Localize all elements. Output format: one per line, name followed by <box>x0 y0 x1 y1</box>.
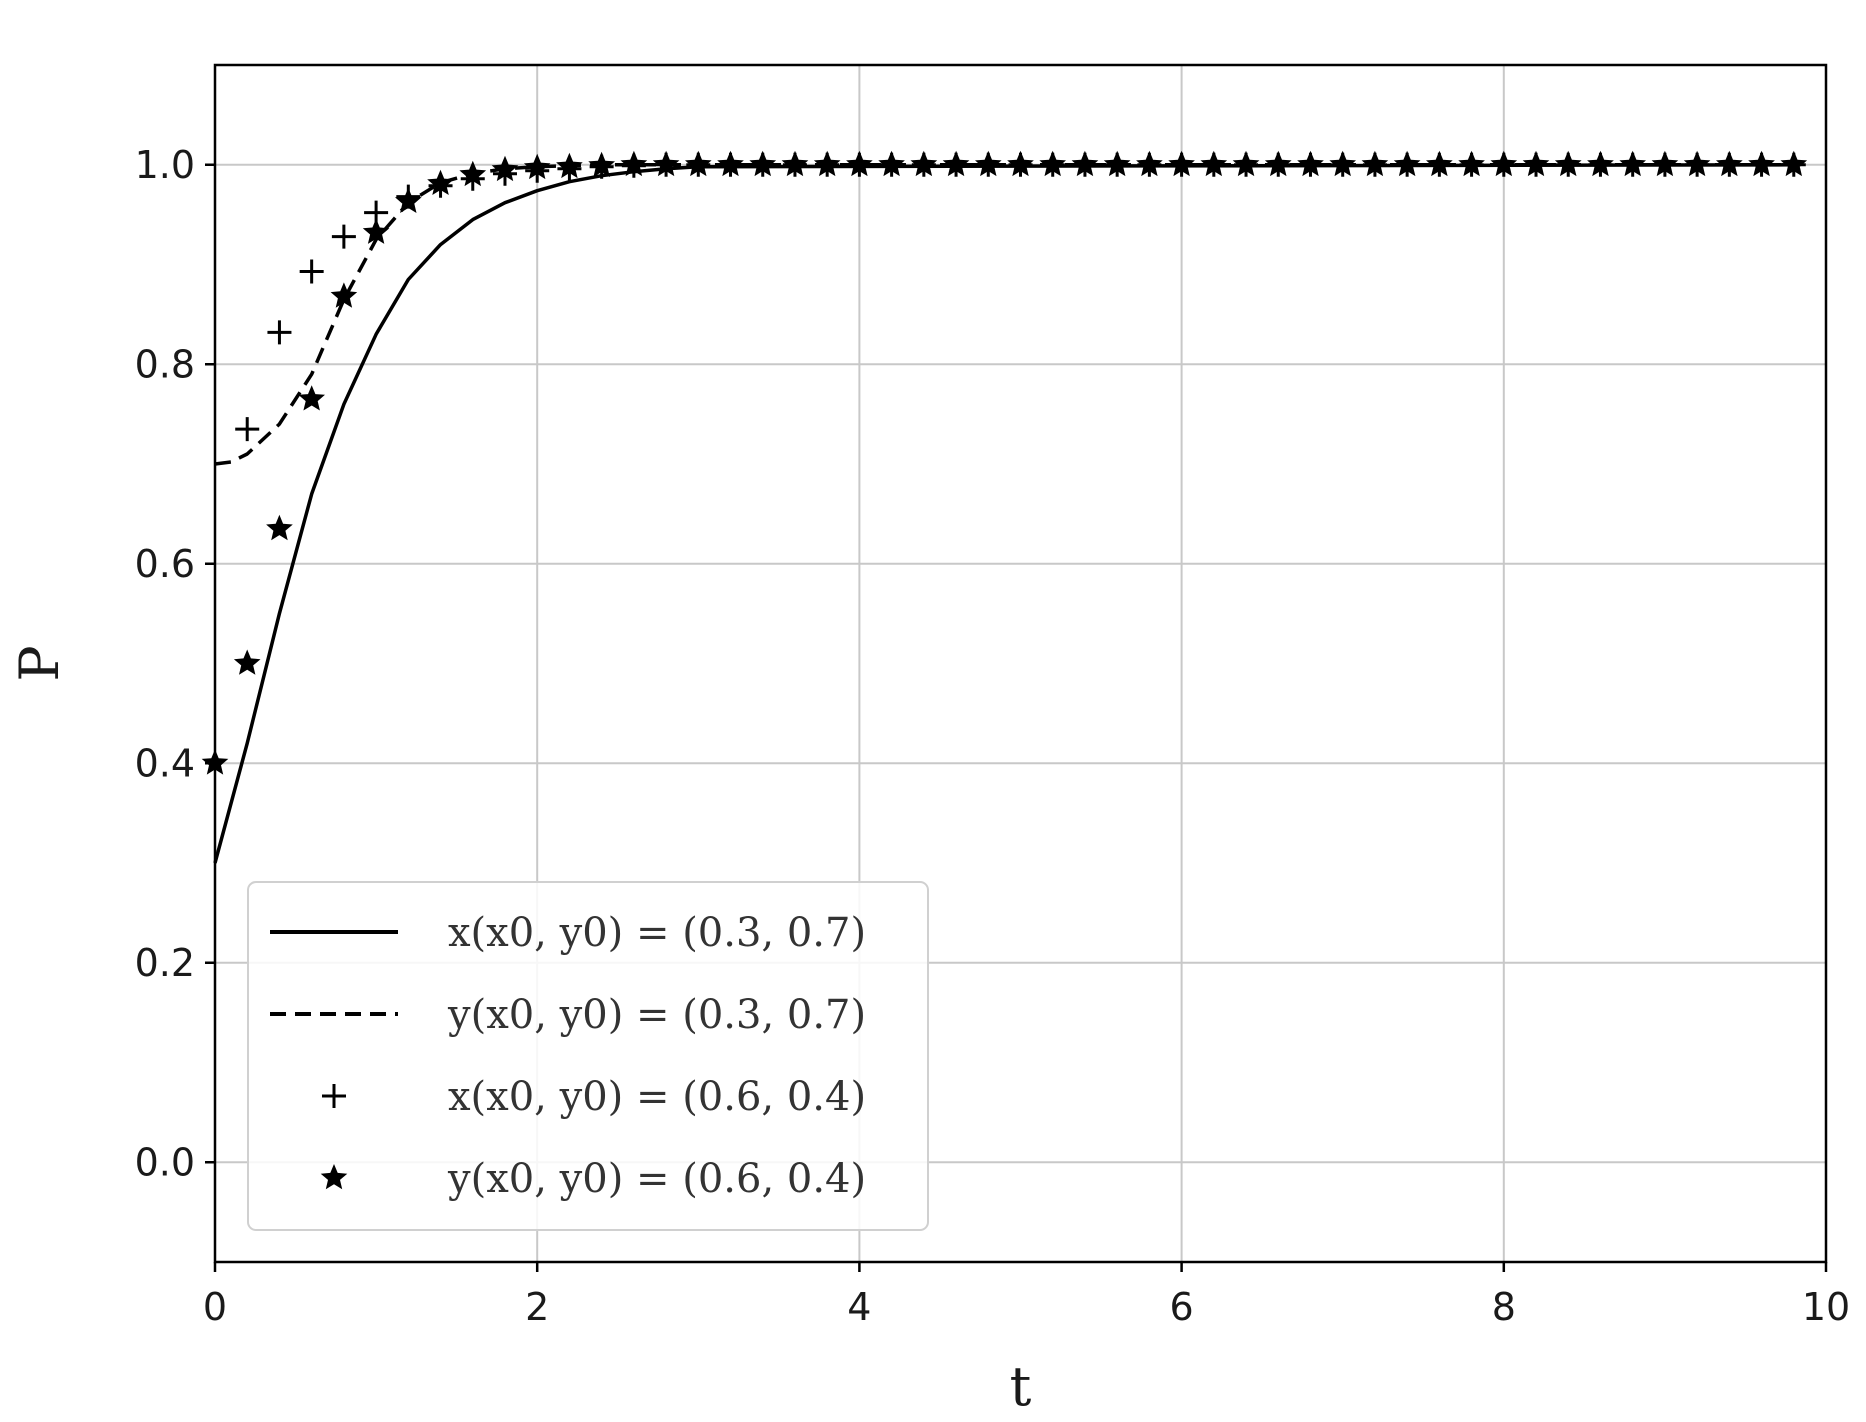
star-marker <box>1683 150 1711 177</box>
star-marker <box>1264 150 1292 177</box>
star-marker <box>266 514 293 541</box>
star-marker <box>1587 150 1614 177</box>
star-marker <box>298 385 325 411</box>
star-marker <box>1522 150 1550 177</box>
y-tick-label: 0.6 <box>135 542 195 586</box>
star-marker <box>846 150 873 177</box>
star-marker <box>652 150 680 177</box>
star-marker <box>1748 150 1775 177</box>
x-axis-label: t <box>1010 1355 1032 1418</box>
star-marker <box>717 150 744 177</box>
series-solid <box>213 163 1794 864</box>
y-tick-label: 1.0 <box>135 143 195 187</box>
star-marker <box>1716 150 1743 177</box>
star-marker <box>1329 150 1356 177</box>
x-tick-label: 4 <box>847 1285 871 1329</box>
star-marker <box>1361 150 1389 177</box>
star-marker <box>459 160 487 187</box>
legend-box <box>247 881 929 1231</box>
star-marker <box>620 150 648 177</box>
star-marker <box>878 150 905 177</box>
x-tick-label: 10 <box>1802 1285 1850 1329</box>
star-marker <box>588 151 615 178</box>
y-tick-label: 0.4 <box>135 741 195 785</box>
star-marker <box>1458 150 1485 177</box>
star-marker <box>1393 150 1421 177</box>
star-marker <box>1780 150 1808 177</box>
legend-label: x(x0, y0) = (0.6, 0.4) <box>448 1074 866 1120</box>
y-tick-label: 0.2 <box>135 941 195 985</box>
star-marker <box>523 153 551 180</box>
star-marker <box>1232 150 1260 177</box>
star-marker <box>427 169 454 195</box>
series-line <box>213 163 1794 864</box>
series-layer <box>201 150 1808 864</box>
x-tick-label: 2 <box>525 1285 549 1329</box>
star-marker <box>1651 150 1679 177</box>
plus-marker <box>299 259 324 284</box>
star-marker <box>1200 150 1228 177</box>
star-marker <box>362 218 390 244</box>
star-marker <box>813 150 841 177</box>
legend-label: y(x0, y0) = (0.6, 0.4) <box>447 1156 866 1202</box>
star-marker <box>975 150 1002 177</box>
plus-marker <box>331 224 356 249</box>
star-marker <box>781 150 809 177</box>
star-marker <box>1007 150 1034 177</box>
star-marker <box>1103 150 1131 177</box>
star-marker <box>1554 150 1582 177</box>
plus-marker <box>267 320 292 345</box>
star-marker <box>1490 150 1518 177</box>
x-tick-label: 0 <box>203 1285 227 1329</box>
star-marker <box>749 150 777 177</box>
star-marker <box>1071 150 1099 177</box>
star-marker <box>1426 150 1453 177</box>
star-marker <box>1039 150 1066 177</box>
legend-label: y(x0, y0) = (0.3, 0.7) <box>447 992 866 1038</box>
star-marker <box>491 155 519 182</box>
plot-frame <box>213 63 1828 1264</box>
legend: x(x0, y0) = (0.3, 0.7) y(x0, y0) = (0.3, … <box>247 881 929 1231</box>
star-marker <box>233 649 261 675</box>
plus-marker <box>235 417 260 442</box>
y-axis-label: P <box>8 645 71 681</box>
y-tick-label: 0.0 <box>135 1140 195 1184</box>
star-marker <box>1297 150 1324 177</box>
star-marker <box>1619 150 1646 177</box>
y-tick-label: 0.8 <box>135 342 195 386</box>
legend-handle-plus <box>322 1084 346 1108</box>
star-marker <box>685 150 712 177</box>
x-tick-label: 8 <box>1492 1285 1516 1329</box>
star-marker <box>1168 150 1195 177</box>
star-marker <box>330 282 358 308</box>
star-marker <box>910 150 938 177</box>
legend-handle-star <box>320 1164 348 1190</box>
axis-ticks: 0 2 4 6 8 10 0.0 0.2 0.4 0.6 0.8 1.0 <box>135 143 1851 1329</box>
star-marker <box>556 152 583 179</box>
star-marker <box>395 187 422 213</box>
star-marker <box>1136 150 1163 177</box>
series-star <box>201 150 1808 775</box>
star-marker <box>942 150 970 177</box>
legend-label: x(x0, y0) = (0.3, 0.7) <box>448 910 866 956</box>
x-tick-label: 6 <box>1170 1285 1194 1329</box>
